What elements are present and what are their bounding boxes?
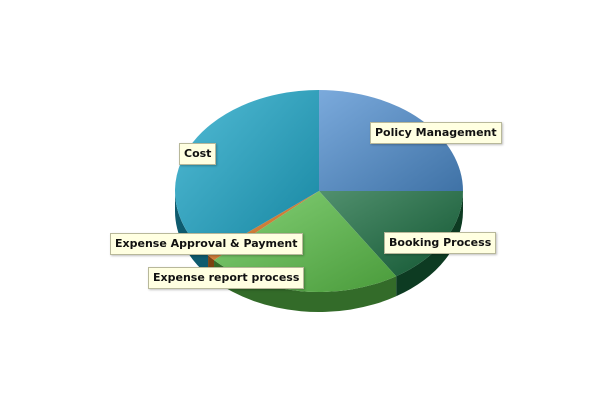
callout-booking-process: Booking Process [384,232,497,254]
pie-side-booking-process [396,191,463,297]
pie-slices [175,90,463,292]
callout-policy-management: Policy Management [370,122,502,144]
callout-expense-approval-payment: Expense Approval & Payment [110,233,303,255]
pie-slice-expense-report-process[interactable] [214,191,397,292]
pie-side-expense-report-process [214,260,397,312]
callout-expense-report-process: Expense report process [148,267,305,289]
pie-slice-cost[interactable] [175,90,319,256]
callout-cost: Cost [179,143,217,165]
